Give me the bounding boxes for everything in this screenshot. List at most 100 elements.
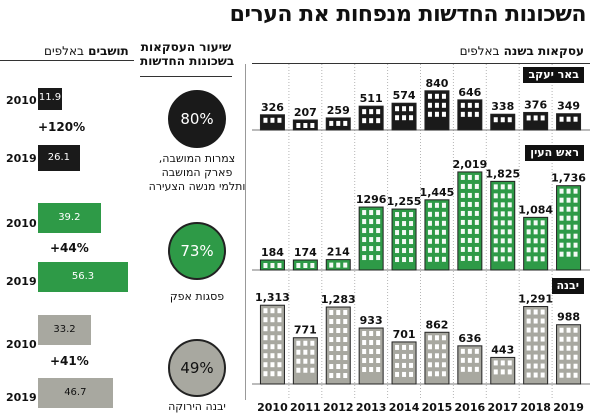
share-label-yavne: יבנה הירוקה — [168, 400, 226, 413]
bar-window — [395, 115, 400, 121]
bar-window — [369, 219, 374, 225]
residents-year-2019-yavne: 2019 — [6, 391, 37, 404]
city-label-yavne: יבנה — [551, 278, 584, 294]
bar-window — [526, 354, 531, 360]
bar-window — [263, 263, 268, 268]
residents-change-yavne: +41% — [50, 354, 89, 368]
bar-value-label: 933 — [360, 314, 383, 327]
bar-window — [533, 345, 538, 351]
bar-window — [441, 247, 446, 253]
bar-window — [362, 228, 367, 234]
bar-window — [474, 237, 479, 243]
bar-window — [303, 123, 308, 128]
bar-window — [441, 371, 446, 377]
bar-window — [566, 197, 571, 203]
bar-window — [402, 239, 407, 245]
share-circle-beer-yaakov: 80% — [168, 90, 226, 148]
bar-body — [523, 306, 549, 385]
bar-window — [526, 115, 531, 121]
bar-window — [566, 116, 571, 122]
bar-window — [460, 237, 465, 243]
bar-window — [441, 111, 446, 117]
bar — [325, 306, 351, 385]
bar-window — [573, 224, 578, 230]
bar-window — [270, 353, 275, 359]
share-header-line2: בשכונות החדשות — [140, 54, 235, 68]
bar-window — [376, 228, 381, 234]
bar-window — [369, 118, 374, 124]
bar-window — [566, 224, 571, 230]
bar-window — [507, 211, 512, 217]
bar-window — [493, 211, 498, 217]
bar-window — [277, 353, 282, 359]
bar-window — [277, 344, 282, 350]
bar-window — [441, 362, 446, 368]
bar-window — [559, 345, 564, 351]
bar-window — [460, 183, 465, 189]
bar-window — [467, 210, 472, 216]
x-tick-label: 2017 — [487, 401, 518, 414]
bar-window — [303, 263, 308, 268]
bar-window — [376, 349, 381, 355]
bar-window — [493, 184, 498, 190]
bar-window — [303, 358, 308, 364]
residents-year-2010-rosh-haayin: 2010 — [6, 217, 37, 230]
bar-window — [493, 202, 498, 208]
bar-window — [402, 212, 407, 218]
bar-window — [533, 238, 538, 244]
bar-window — [566, 327, 571, 333]
bar-value-label: 2,019 — [452, 158, 487, 171]
bar-window — [474, 111, 479, 117]
residents-year-2019-beer-yaakov: 2019 — [6, 152, 37, 165]
bar-window — [507, 184, 512, 190]
bar-window — [507, 247, 512, 253]
bar-window — [296, 349, 301, 355]
bar-window — [277, 335, 282, 341]
bar-window — [540, 354, 545, 360]
bar-window — [441, 256, 446, 262]
bar-window — [493, 193, 498, 199]
bar-window — [526, 372, 531, 378]
share-header-line1: שיעור העסקאות — [140, 40, 232, 54]
bar-value-label: 701 — [393, 328, 416, 341]
bar-value-label: 259 — [327, 104, 350, 117]
bar-window — [500, 247, 505, 253]
bar-window — [369, 237, 374, 243]
bar-window — [434, 362, 439, 368]
bar-window — [573, 336, 578, 342]
bar-window — [329, 328, 334, 334]
bar-window — [409, 106, 414, 112]
bar-window — [402, 257, 407, 263]
bar-value-label: 1296 — [356, 193, 387, 206]
bar-window — [441, 220, 446, 226]
bar-window — [277, 263, 282, 268]
bar-window — [376, 331, 381, 337]
bar-window — [474, 174, 479, 180]
bar-window — [559, 224, 564, 230]
bar-window — [434, 344, 439, 350]
bar-window — [434, 111, 439, 117]
bar-window — [500, 369, 505, 375]
bar-window — [263, 308, 268, 314]
bar-window — [343, 328, 348, 334]
bar-window — [434, 335, 439, 341]
bar-window — [533, 363, 538, 369]
bar-window — [507, 117, 512, 123]
bar-window — [460, 102, 465, 108]
bar-window — [427, 344, 432, 350]
bar-window — [362, 255, 367, 261]
bar-window — [559, 336, 564, 342]
bar — [292, 259, 318, 271]
bar-value-label: 207 — [294, 106, 317, 119]
bar-window — [270, 117, 275, 123]
bar-window — [369, 340, 374, 346]
bar-window — [362, 358, 367, 364]
bar-window — [474, 246, 479, 252]
residents-change-beer-yaakov: +120% — [38, 120, 86, 134]
bar-window — [409, 248, 414, 254]
bar-window — [362, 109, 367, 115]
bar-window — [500, 238, 505, 244]
bar-window — [376, 210, 381, 216]
bar-window — [441, 353, 446, 359]
